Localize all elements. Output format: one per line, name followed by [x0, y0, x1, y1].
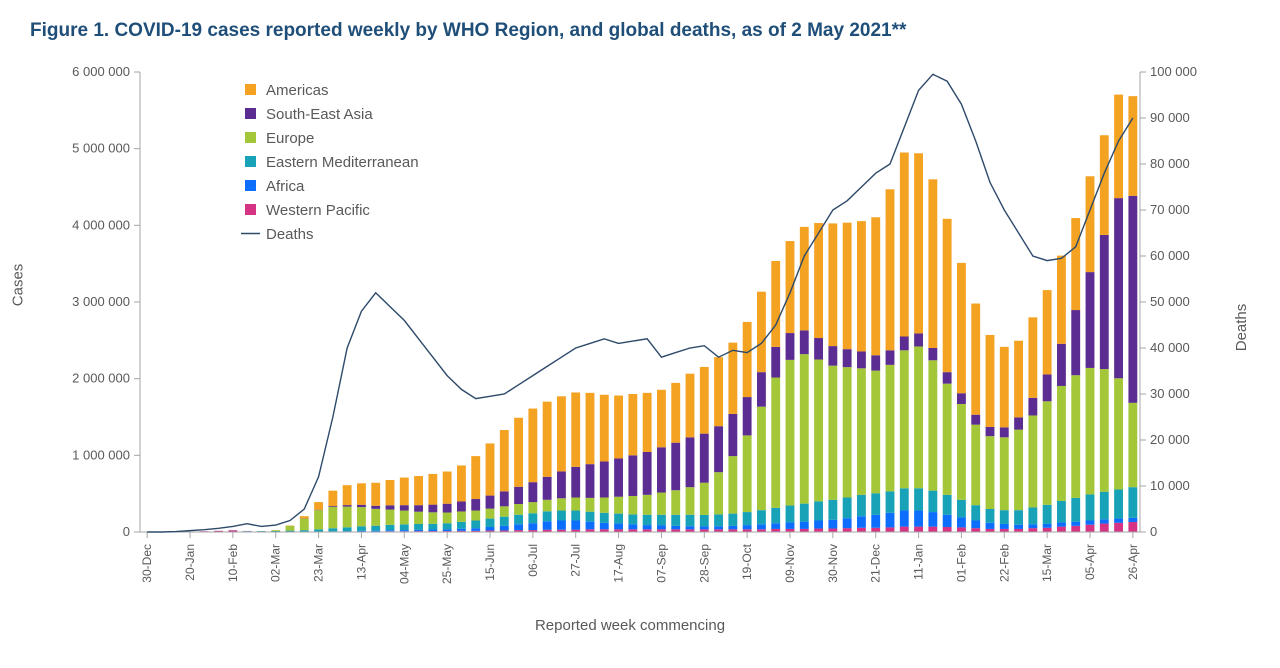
svg-text:21-Dec: 21-Dec	[869, 544, 883, 583]
svg-text:05-Apr: 05-Apr	[1083, 544, 1097, 580]
svg-text:80 000: 80 000	[1150, 156, 1190, 171]
svg-text:100 000: 100 000	[1150, 64, 1197, 79]
svg-text:70 000: 70 000	[1150, 202, 1190, 217]
x-axis-label: Reported week commencing	[30, 617, 1230, 634]
y-left-label: Cases	[10, 263, 27, 306]
svg-text:5 000 000: 5 000 000	[72, 141, 130, 156]
svg-text:20-Jan: 20-Jan	[183, 544, 197, 581]
svg-text:South-East Asia: South-East Asia	[266, 106, 373, 123]
chart-container: Cases Deaths Reported week commencing 01…	[30, 62, 1230, 632]
svg-text:Africa: Africa	[266, 178, 305, 195]
svg-text:10-Feb: 10-Feb	[226, 544, 240, 582]
svg-text:1 000 000: 1 000 000	[72, 447, 130, 462]
svg-text:13-Apr: 13-Apr	[354, 544, 368, 580]
svg-text:Europe: Europe	[266, 130, 314, 147]
svg-text:26-Apr: 26-Apr	[1126, 544, 1140, 580]
svg-text:02-Mar: 02-Mar	[269, 544, 283, 582]
svg-text:30-Nov: 30-Nov	[826, 544, 840, 583]
svg-text:23-Mar: 23-Mar	[312, 544, 326, 582]
svg-text:10 000: 10 000	[1150, 478, 1190, 493]
svg-text:17-Aug: 17-Aug	[612, 544, 626, 583]
svg-text:Western Pacific: Western Pacific	[266, 202, 370, 219]
svg-text:04-May: 04-May	[397, 544, 411, 584]
svg-text:0: 0	[123, 524, 130, 539]
svg-text:30-Dec: 30-Dec	[140, 544, 154, 583]
svg-text:40 000: 40 000	[1150, 340, 1190, 355]
svg-text:25-May: 25-May	[440, 544, 454, 584]
svg-text:15-Jun: 15-Jun	[483, 544, 497, 581]
svg-text:27-Jul: 27-Jul	[569, 544, 583, 577]
chart-title: Figure 1. COVID-19 cases reported weekly…	[30, 20, 1250, 42]
svg-text:60 000: 60 000	[1150, 248, 1190, 263]
svg-text:01-Feb: 01-Feb	[954, 544, 968, 582]
svg-text:50 000: 50 000	[1150, 294, 1190, 309]
y-right-label: Deaths	[1234, 303, 1251, 351]
svg-text:6 000 000: 6 000 000	[72, 64, 130, 79]
svg-text:07-Sep: 07-Sep	[654, 544, 668, 583]
svg-text:4 000 000: 4 000 000	[72, 217, 130, 232]
svg-text:2 000 000: 2 000 000	[72, 371, 130, 386]
svg-text:Eastern Mediterranean: Eastern Mediterranean	[266, 154, 419, 171]
svg-text:Deaths: Deaths	[266, 226, 314, 243]
svg-text:09-Nov: 09-Nov	[783, 544, 797, 583]
svg-text:20 000: 20 000	[1150, 432, 1190, 447]
svg-text:11-Jan: 11-Jan	[912, 544, 926, 580]
svg-text:30 000: 30 000	[1150, 386, 1190, 401]
svg-text:0: 0	[1150, 524, 1157, 539]
chart-svg: 0 1 000 000 2 000 000 3 000 000 4 000 000 5 0…	[30, 62, 1230, 632]
svg-text:3 000 000: 3 000 000	[72, 294, 130, 309]
svg-text:15-Mar: 15-Mar	[1040, 544, 1054, 582]
svg-text:22-Feb: 22-Feb	[997, 544, 1011, 582]
svg-text:19-Oct: 19-Oct	[740, 543, 754, 580]
svg-text:Americas: Americas	[266, 82, 329, 99]
svg-text:28-Sep: 28-Sep	[697, 544, 711, 583]
svg-text:06-Jul: 06-Jul	[526, 544, 540, 577]
svg-text:90 000: 90 000	[1150, 110, 1190, 125]
